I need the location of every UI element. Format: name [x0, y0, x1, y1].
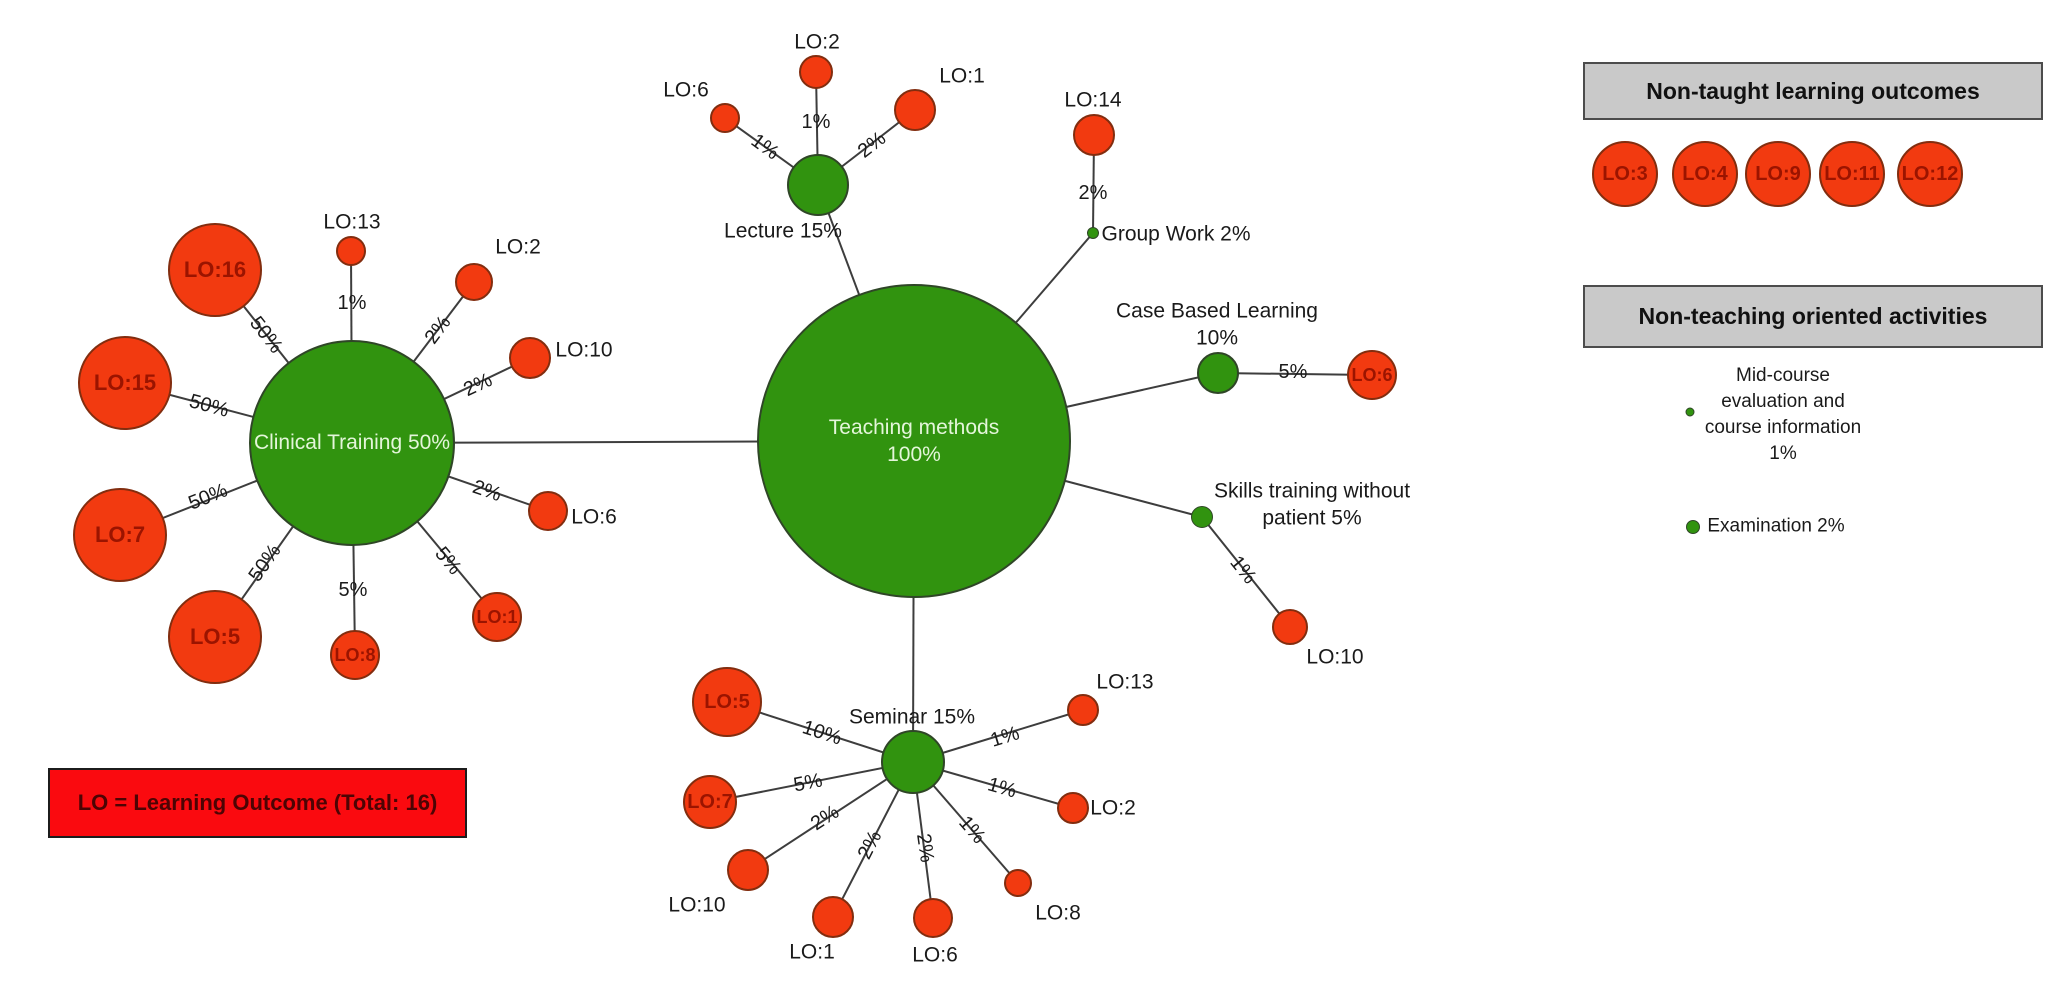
mid-course-bullet-icon — [1685, 407, 1695, 417]
edge-pct: 1% — [337, 292, 367, 314]
lo8-clinical-label: LO:8 — [334, 644, 376, 665]
lo6-clinical-label: LO:6 — [571, 505, 617, 529]
lo9-label: LO:9 — [1755, 162, 1801, 185]
node-lo11-non-taught: LO:11 — [1819, 141, 1885, 207]
node-lo10-skills — [1272, 609, 1308, 645]
lo4-label: LO:4 — [1682, 162, 1728, 185]
lo2-seminar-label: LO:2 — [1090, 796, 1136, 820]
edge-pct: 5% — [791, 769, 825, 797]
lo7-seminar-label: LO:7 — [687, 790, 733, 813]
lo10-seminar-label: LO:10 — [668, 893, 726, 917]
lo6-lecture-label: LO:6 — [663, 78, 709, 102]
non-taught-header-label: Non-taught learning outcomes — [1646, 77, 1980, 104]
lo8-seminar-label: LO:8 — [1035, 901, 1081, 925]
legend-label: LO = Learning Outcome (Total: 16) — [77, 790, 438, 815]
non-teaching-header-label: Non-teaching oriented activities — [1638, 303, 1988, 329]
clinical-training-label: Clinical Training 50% — [253, 431, 451, 455]
node-lo4-non-taught: LO:4 — [1672, 141, 1738, 207]
edge-pct: 2% — [912, 832, 938, 864]
teaching-methods-label: Teaching methods 100% — [828, 415, 1000, 466]
lo10-clinical-label: LO:10 — [555, 338, 613, 362]
lo3-label: LO:3 — [1602, 162, 1648, 185]
group-work-label: Group Work 2% — [1101, 222, 1251, 246]
node-lo1-seminar — [812, 896, 854, 938]
node-lo15: LO:15 — [78, 336, 172, 430]
node-lo9-non-taught: LO:9 — [1745, 141, 1811, 207]
lo1-seminar-label: LO:1 — [789, 940, 835, 964]
examination-bullet-icon — [1686, 520, 1700, 534]
lo16-label: LO:16 — [183, 257, 247, 282]
node-case-based-learning — [1197, 352, 1239, 394]
lo11-label: LO:11 — [1824, 162, 1880, 185]
lo7-label: LO:7 — [94, 522, 146, 547]
node-lo2-lecture — [799, 55, 833, 89]
node-lo5-clinical: LO:5 — [168, 590, 262, 684]
lo1-lecture-label: LO:1 — [939, 64, 985, 88]
non-teaching-header: Non-teaching oriented activities — [1583, 285, 2043, 348]
examination-label: Examination 2% — [1707, 515, 1845, 537]
node-seminar — [881, 730, 945, 794]
node-lo16: LO:16 — [168, 223, 262, 317]
lo5-seminar-label: LO:5 — [704, 690, 750, 713]
edge-pct: 2% — [1078, 182, 1108, 204]
node-lo2-seminar — [1057, 792, 1089, 824]
edge-line — [1217, 372, 1373, 376]
node-lo6-clinical — [528, 491, 568, 531]
node-clinical-training: Clinical Training 50% — [249, 340, 455, 546]
lo6-case-based-label: LO:6 — [1351, 364, 1393, 385]
lo12-label: LO:12 — [1901, 162, 1959, 185]
node-lo2-clinical — [455, 263, 493, 301]
skills-training-label: Skills training without patient 5% — [1213, 479, 1411, 530]
node-lo3-non-taught: LO:3 — [1592, 141, 1658, 207]
lo10-skills-label: LO:10 — [1306, 645, 1364, 669]
node-lecture — [787, 154, 849, 216]
node-lo5-seminar: LO:5 — [692, 667, 762, 737]
node-lo7-clinical: LO:7 — [73, 488, 167, 582]
edge-pct: 5% — [338, 579, 368, 601]
node-lo13-seminar — [1067, 694, 1099, 726]
node-lo13-clinical — [336, 236, 366, 266]
non-taught-header: Non-taught learning outcomes — [1583, 62, 2043, 120]
lo2-lecture-label: LO:2 — [794, 30, 840, 54]
seminar-label: Seminar 15% — [848, 705, 976, 729]
lo2-clinical-label: LO:2 — [495, 235, 541, 259]
node-lo6-seminar — [913, 898, 953, 938]
node-lo8-seminar — [1004, 869, 1032, 897]
edge-pct: 1% — [801, 111, 831, 133]
node-lo12-non-taught: LO:12 — [1897, 141, 1963, 207]
node-lo7-seminar: LO:7 — [683, 775, 737, 829]
lecture-label: Lecture 15% — [724, 219, 842, 243]
lo15-label: LO:15 — [93, 370, 157, 395]
edge-pct: 5% — [1278, 361, 1308, 383]
edge-line — [747, 761, 914, 871]
lo14-label: LO:14 — [1064, 88, 1122, 112]
node-lo14-group-work — [1073, 114, 1115, 156]
lo13-clinical-label: LO:13 — [323, 210, 381, 234]
mid-course-label: Mid-course evaluation and course informa… — [1704, 365, 1862, 464]
case-based-learning-label: Case Based Learning 10% — [1116, 299, 1318, 350]
lo5-label: LO:5 — [189, 624, 241, 649]
edge-line — [1201, 516, 1291, 628]
lo13-seminar-label: LO:13 — [1096, 670, 1154, 694]
node-lo1-clinical: LO:1 — [472, 592, 522, 642]
node-lo8-clinical: LO:8 — [330, 630, 380, 680]
node-skills-training — [1191, 506, 1213, 528]
node-lo6-lecture — [710, 103, 740, 133]
edge-line — [709, 761, 914, 803]
node-group-work — [1087, 227, 1099, 239]
node-lo1-lecture — [894, 89, 936, 131]
node-teaching-methods: Teaching methods 100% — [757, 284, 1071, 598]
lo6-seminar-label: LO:6 — [912, 943, 958, 967]
lo1-clinical-label: LO:1 — [476, 606, 518, 627]
legend-box: LO = Learning Outcome (Total: 16) — [48, 768, 467, 838]
node-lo10-seminar — [727, 849, 769, 891]
node-lo10-clinical — [509, 337, 551, 379]
node-lo6-case-based: LO:6 — [1347, 350, 1397, 400]
